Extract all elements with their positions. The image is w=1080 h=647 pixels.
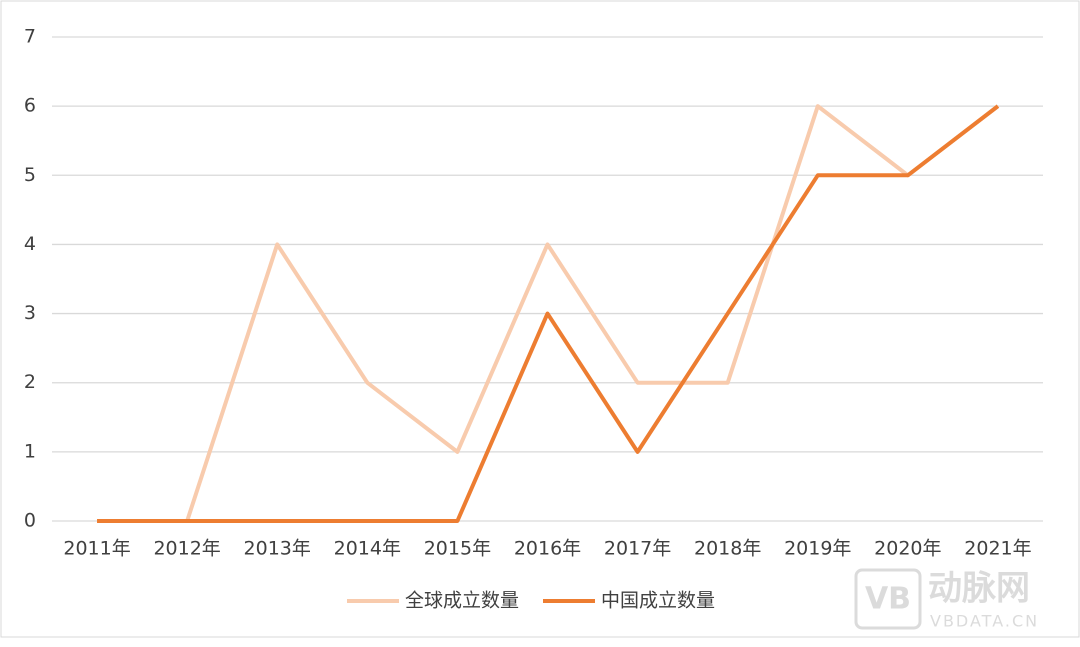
x-tick-label: 2013年 <box>244 538 311 560</box>
y-tick-label: 2 <box>24 371 36 393</box>
series-line <box>97 104 1000 523</box>
watermark-logo: VB <box>865 582 911 617</box>
x-tick-label: 2021年 <box>964 538 1031 560</box>
y-tick-label: 6 <box>24 95 36 117</box>
x-tick-label: 2017年 <box>604 538 671 560</box>
legend-label: 全球成立数量 <box>405 590 519 612</box>
y-tick-label: 5 <box>24 164 36 186</box>
watermark: VB 动脉网 VBDATA.CN <box>854 568 1039 631</box>
x-tick-label: 2020年 <box>874 538 941 560</box>
y-tick-label: 7 <box>24 26 36 48</box>
x-tick-label: 2018年 <box>694 538 761 560</box>
y-tick-label: 0 <box>24 510 36 532</box>
y-tick-label: 3 <box>24 302 36 324</box>
x-tick-label: 2016年 <box>514 538 581 560</box>
legend-label: 中国成立数量 <box>601 590 715 612</box>
x-tick-label: 2014年 <box>334 538 401 560</box>
watermark-logo-box <box>854 568 922 630</box>
x-tick-label: 2015年 <box>424 538 491 560</box>
watermark-name: 动脉网 <box>928 569 1030 609</box>
watermark-url: VBDATA.CN <box>930 612 1039 631</box>
x-tick-label: 2012年 <box>153 538 220 560</box>
y-tick-label: 4 <box>24 233 36 255</box>
y-tick-label: 1 <box>24 440 36 462</box>
series-line <box>97 104 1000 523</box>
x-tick-label: 2011年 <box>63 538 130 560</box>
x-tick-label: 2019年 <box>784 538 851 560</box>
